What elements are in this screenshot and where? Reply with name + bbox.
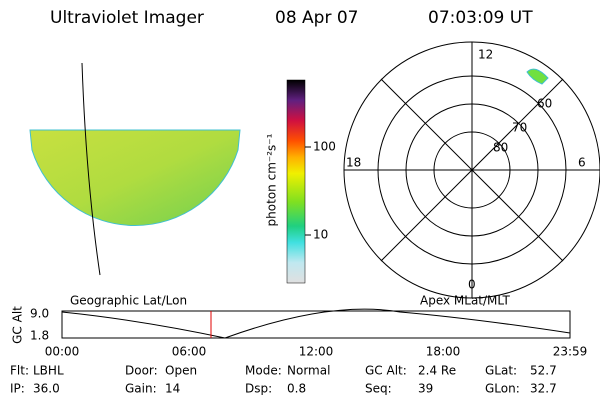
status: Flt: LBHL IP: 36.0 Door: Open Gain: 14 Mode: Norm…: [10, 364, 557, 396]
mlat: 60: [537, 97, 552, 111]
status-value: 14: [165, 382, 180, 396]
alt-label: GC Alt: [11, 306, 25, 344]
status-value: LBHL: [33, 364, 64, 378]
x-ticks: 00:00 06:00 12:00 18:00 23:59: [45, 345, 588, 359]
time: 07:03:09 UT: [428, 8, 533, 28]
status-label: Mode:: [245, 364, 282, 378]
status-value: Normal: [287, 364, 330, 378]
x-tick-label: 00:00: [45, 345, 80, 359]
mlt: 18: [346, 156, 361, 170]
image: [29, 129, 241, 227]
x-tick-label: 06:00: [172, 345, 207, 359]
status-value: 52.7: [530, 364, 557, 378]
alt-frame: [61, 310, 571, 339]
mlt: 12: [478, 48, 493, 62]
status-label: GLat:: [485, 364, 517, 378]
right-label: Apex MLat/MLT: [420, 294, 510, 308]
colorbar: [286, 79, 306, 284]
track: [81, 62, 101, 276]
status-value: 0.8: [287, 382, 306, 396]
status-value: 32.7: [530, 382, 557, 396]
status-label: Gain:: [125, 382, 157, 396]
status-label: Flt:: [10, 364, 29, 378]
date: 08 Apr 07: [275, 8, 358, 28]
mlat: 70: [512, 121, 527, 135]
x-tick-label: 23:59: [553, 345, 588, 359]
status-label: GC Alt:: [365, 364, 407, 378]
cb-label: photon cm⁻²s⁻¹: [265, 133, 279, 226]
alt-curve: [61, 308, 571, 339]
polar-grid: [343, 41, 600, 299]
blob: [526, 68, 549, 85]
status-label: Seq:: [365, 382, 392, 396]
status-label: Dsp:: [245, 382, 272, 396]
left-label: Geographic Lat/Lon: [70, 294, 187, 308]
alt-tick: 1.8: [30, 329, 49, 343]
x-tick-label: 18:00: [426, 345, 461, 359]
cb-tick: 100: [313, 140, 336, 154]
x-tick-label: 12:00: [299, 345, 334, 359]
status-value: Open: [165, 364, 197, 378]
alt-tick: 9.0: [30, 307, 49, 321]
status-label: Door:: [125, 364, 158, 378]
status-value: 39: [418, 382, 433, 396]
instrument: Ultraviolet Imager: [50, 8, 204, 28]
mlt: 6: [578, 156, 586, 170]
mlt: 0: [468, 278, 476, 292]
cb-tick: 10: [313, 228, 328, 242]
status-label: GLon:: [485, 382, 520, 396]
status-value: 2.4 Re: [418, 364, 456, 378]
status-label: IP:: [10, 382, 25, 396]
status-value: 36.0: [33, 382, 60, 396]
mlat: 80: [493, 141, 508, 155]
